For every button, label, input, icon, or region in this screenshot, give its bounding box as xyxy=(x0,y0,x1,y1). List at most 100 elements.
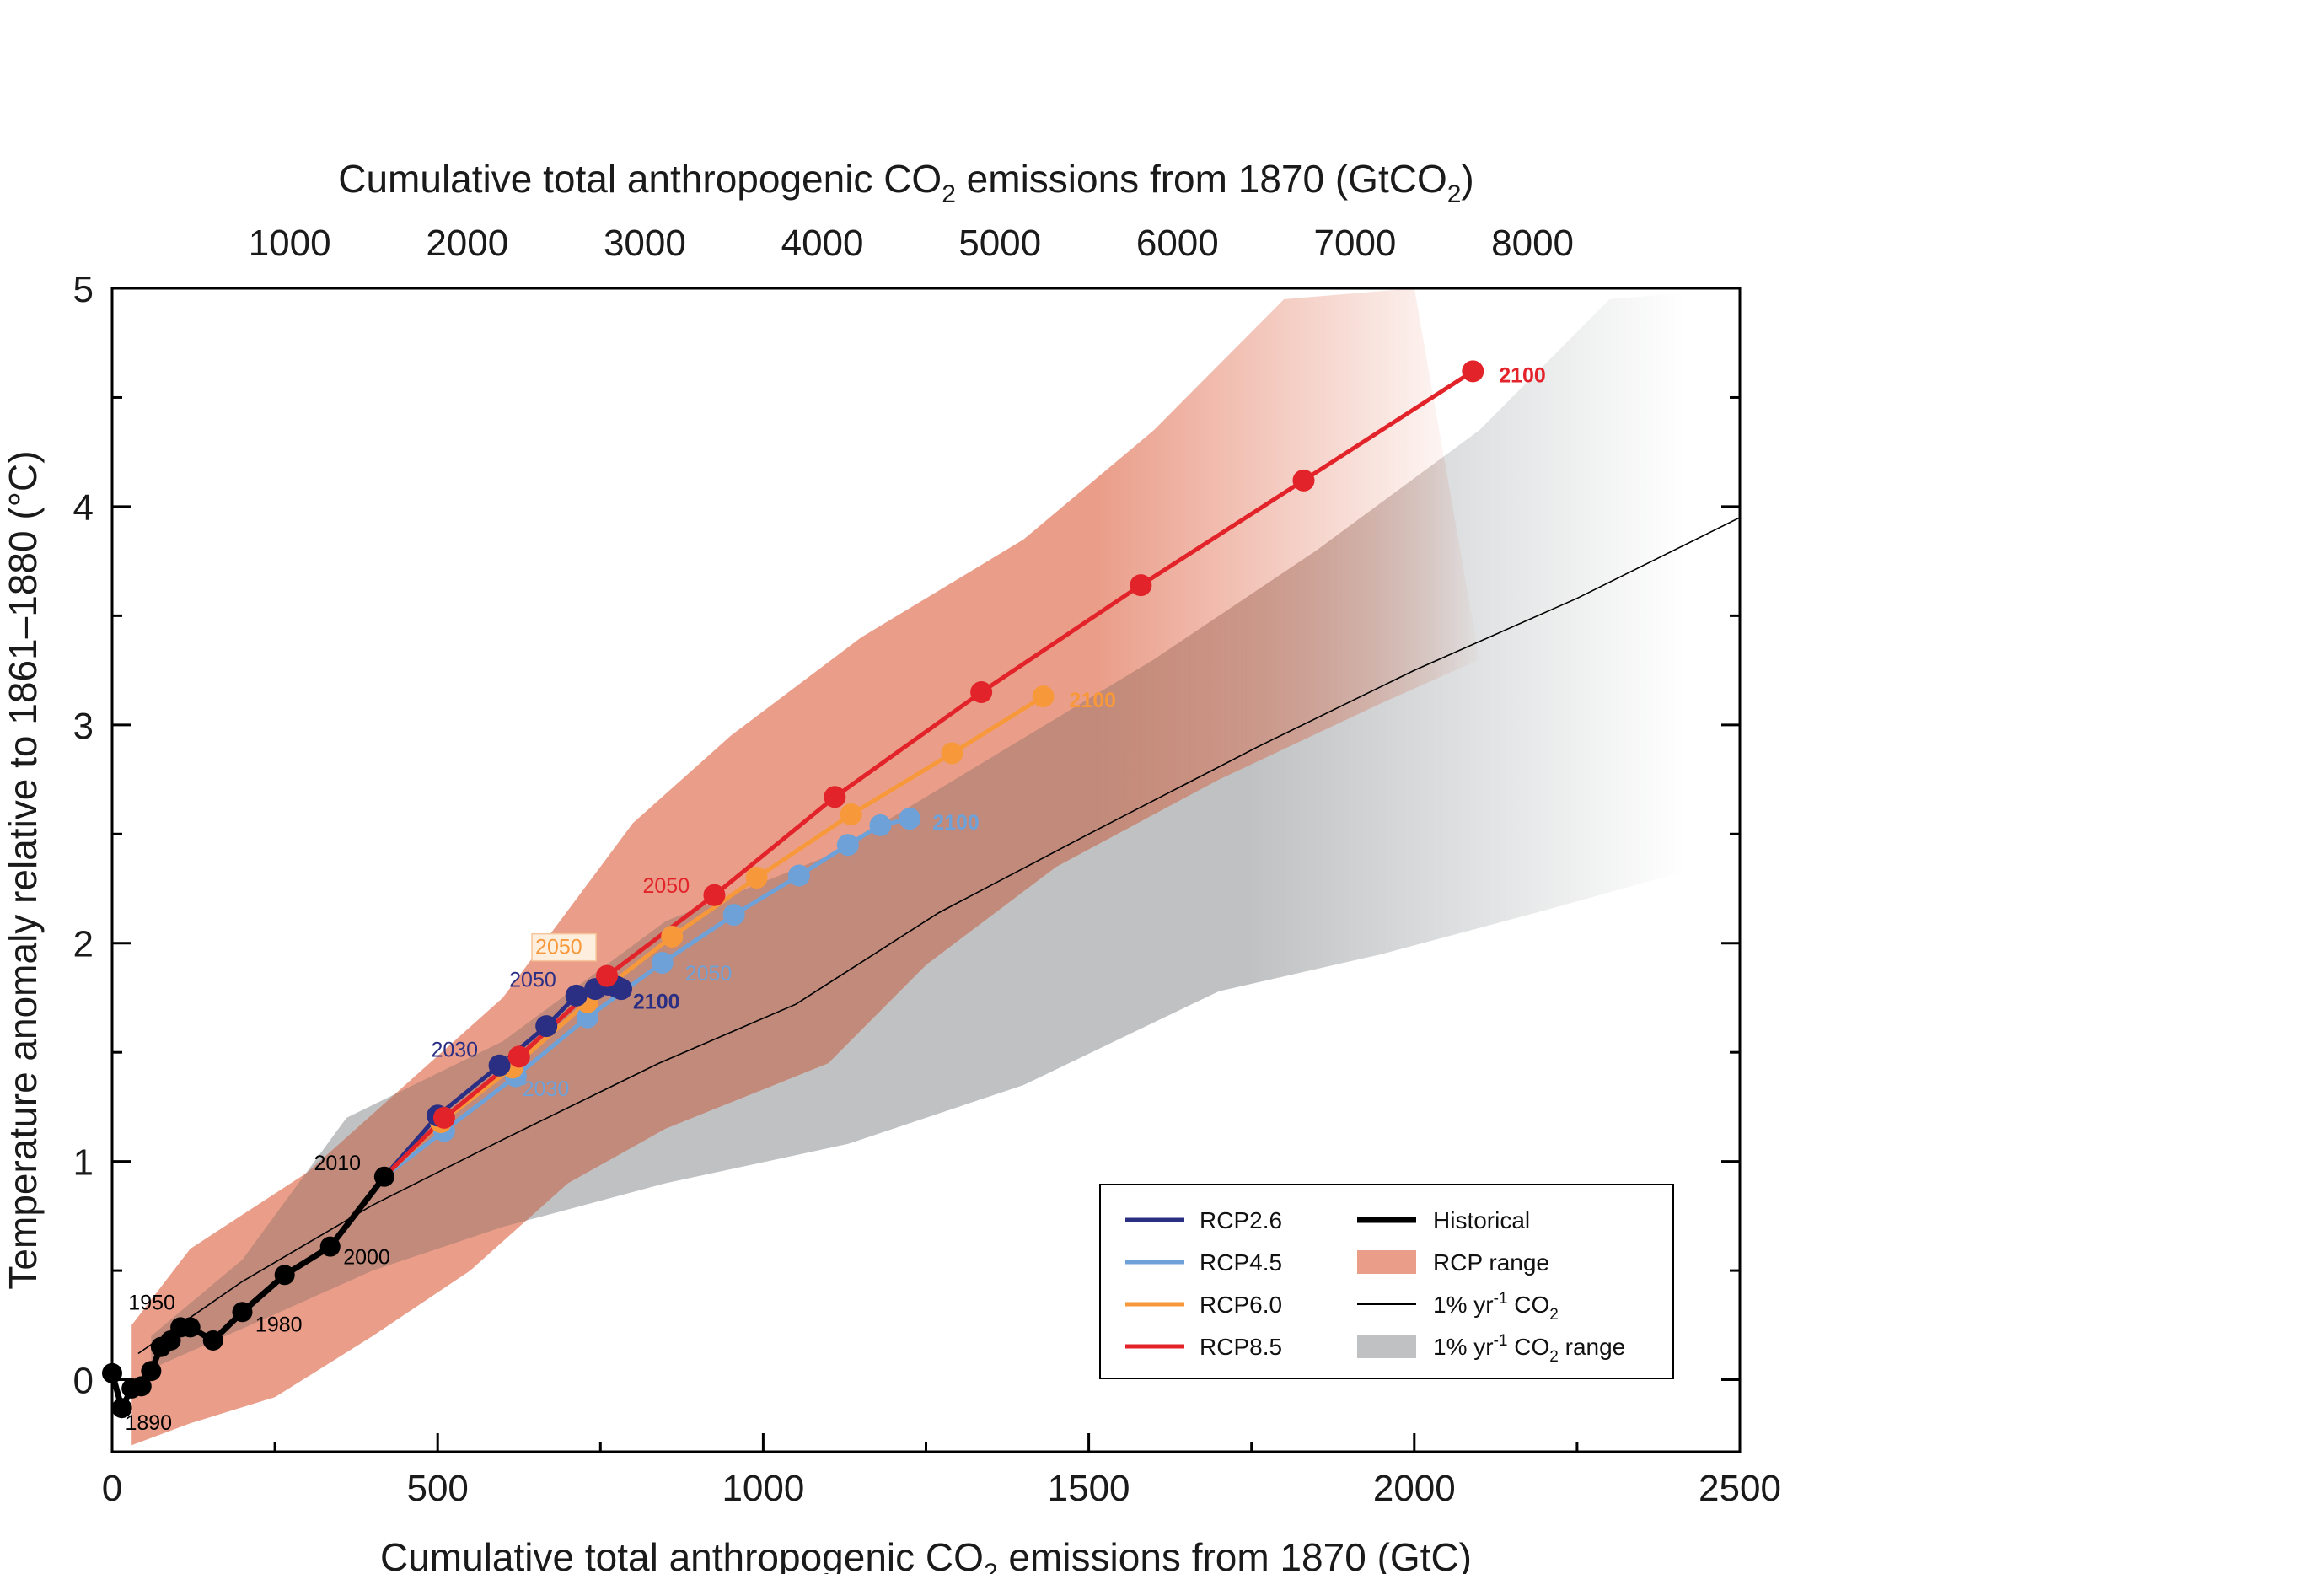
year-label: 1980 xyxy=(255,1313,303,1337)
legend-label-sub: 2 xyxy=(1549,1348,1559,1366)
rcp45-point xyxy=(576,1006,598,1029)
legend-label-pre: 1% yr xyxy=(1433,1292,1494,1318)
year-label: 2100 xyxy=(1499,363,1546,387)
x-top-axis-title: Cumulative total anthropogenic CO2 emiss… xyxy=(338,157,1474,208)
year-label: 2030 xyxy=(523,1077,570,1101)
x-tick-label: 0 xyxy=(102,1468,122,1509)
x-top-title-sub2: 2 xyxy=(1447,180,1462,208)
x-top-title-pre: Cumulative total anthropogenic CO xyxy=(338,157,942,201)
x-top-tick-label: 7000 xyxy=(1314,223,1397,264)
year-label: 2050 xyxy=(535,936,582,959)
y-tick-label: 1 xyxy=(73,1142,94,1184)
year-label: 2000 xyxy=(343,1245,390,1269)
legend-label: RCP8.5 xyxy=(1200,1334,1282,1360)
rcp85-point xyxy=(1130,574,1152,597)
year-label: 1950 xyxy=(128,1292,175,1315)
x-tick-label: 2000 xyxy=(1373,1468,1456,1509)
historical-point xyxy=(319,1236,341,1257)
legend-label: RCP6.0 xyxy=(1200,1292,1282,1318)
x-top-tick-label: 6000 xyxy=(1136,223,1219,264)
rcp85-point xyxy=(703,884,726,906)
legend-label: Historical xyxy=(1433,1207,1530,1233)
historical-point xyxy=(131,1376,152,1397)
historical-point xyxy=(232,1302,253,1323)
rcp85-line xyxy=(383,369,1474,1179)
rcp45-point xyxy=(651,952,674,975)
rcp45-point xyxy=(722,904,745,927)
x-tick-label: 2500 xyxy=(1699,1468,1781,1509)
rcp26-point xyxy=(565,984,588,1007)
y-tick-label: 5 xyxy=(73,269,94,310)
x-axis-title: Cumulative total anthropogenic CO2 emiss… xyxy=(380,1535,1472,1574)
rcp45-point xyxy=(787,864,810,887)
year-label: 2030 xyxy=(431,1038,478,1061)
x-axis-title-sub: 2 xyxy=(984,1559,998,1574)
rcp60-point xyxy=(840,803,862,825)
x-top-title-mid: emissions from 1870 (GtCO xyxy=(956,157,1447,201)
rcp26-point xyxy=(610,978,633,1001)
legend-label-sup: -1 xyxy=(1494,1332,1508,1350)
historical-point xyxy=(373,1166,394,1187)
legend-label: 1% yr-1 CO2 xyxy=(1433,1290,1559,1324)
x-top-tick-label: 3000 xyxy=(604,223,686,264)
rcp45-point xyxy=(869,814,892,836)
rcp85-point xyxy=(1292,469,1315,492)
year-label: 2050 xyxy=(643,874,690,898)
year-label: 2100 xyxy=(1069,689,1116,712)
legend-label: RCP range xyxy=(1433,1249,1549,1276)
y-tick-label: 2 xyxy=(73,924,94,965)
rcp85-point xyxy=(970,680,993,703)
year-label: 1890 xyxy=(125,1411,172,1435)
x-axis-title-pre: Cumulative total anthropogenic CO xyxy=(380,1535,984,1574)
legend-label: 1% yr-1 CO2 range xyxy=(1433,1332,1625,1366)
x-top-title-sub: 2 xyxy=(942,180,956,208)
y-tick-label: 3 xyxy=(73,706,94,747)
legend-label-mid: CO xyxy=(1507,1292,1549,1318)
rcp45-line xyxy=(383,816,910,1179)
legend-label-pre: 1% yr xyxy=(1433,1334,1494,1360)
year-label: 2100 xyxy=(932,811,980,835)
x-top-title-post: ) xyxy=(1461,157,1473,201)
x-top-tick-label: 1000 xyxy=(249,223,331,264)
legend-label-sub: 2 xyxy=(1549,1306,1559,1324)
x-tick-label: 1500 xyxy=(1048,1468,1130,1509)
x-top-tick-label: 2000 xyxy=(426,223,508,264)
rcp60-point xyxy=(941,742,963,765)
legend-patch xyxy=(1357,1250,1416,1274)
year-label: 2010 xyxy=(314,1152,361,1175)
rcp45-point xyxy=(836,834,859,857)
x-top-tick-label: 8000 xyxy=(1491,223,1574,264)
rcp60-point xyxy=(661,925,684,948)
legend-label: RCP4.5 xyxy=(1200,1249,1282,1276)
year-label-box xyxy=(531,932,597,962)
rcp85-point xyxy=(824,786,846,808)
x-axis-title-post: emissions from 1870 (GtC) xyxy=(998,1535,1472,1574)
legend-label: RCP2.6 xyxy=(1200,1207,1282,1233)
legend-label-post: range xyxy=(1559,1334,1625,1360)
rcp45-point xyxy=(899,808,921,830)
y-axis-title: Temperature anomaly relative to 1861–188… xyxy=(1,450,45,1289)
historical-point xyxy=(141,1361,162,1382)
legend-label-mid: CO xyxy=(1507,1334,1549,1360)
rcp26-point xyxy=(535,1015,558,1038)
historical-point xyxy=(274,1265,295,1286)
x-top-tick-label: 4000 xyxy=(781,223,864,264)
x-tick-label: 500 xyxy=(406,1468,468,1509)
rcp85-point xyxy=(1462,360,1484,383)
historical-point xyxy=(202,1330,223,1351)
x-top-tick-label: 5000 xyxy=(958,223,1041,264)
y-tick-label: 0 xyxy=(73,1361,94,1402)
rcp85-point xyxy=(507,1045,530,1068)
historical-point xyxy=(180,1317,201,1338)
year-label: 2100 xyxy=(633,990,680,1013)
rcp60-point xyxy=(745,867,768,889)
rcp85-point xyxy=(432,1106,455,1129)
rcp26-point xyxy=(488,1054,511,1077)
y-tick-label: 4 xyxy=(73,487,94,529)
historical-point xyxy=(111,1398,132,1419)
rcp60-point xyxy=(1032,685,1055,708)
rcp85-point xyxy=(596,964,619,987)
legend-label-sup: -1 xyxy=(1494,1290,1508,1308)
legend-patch xyxy=(1357,1335,1416,1358)
